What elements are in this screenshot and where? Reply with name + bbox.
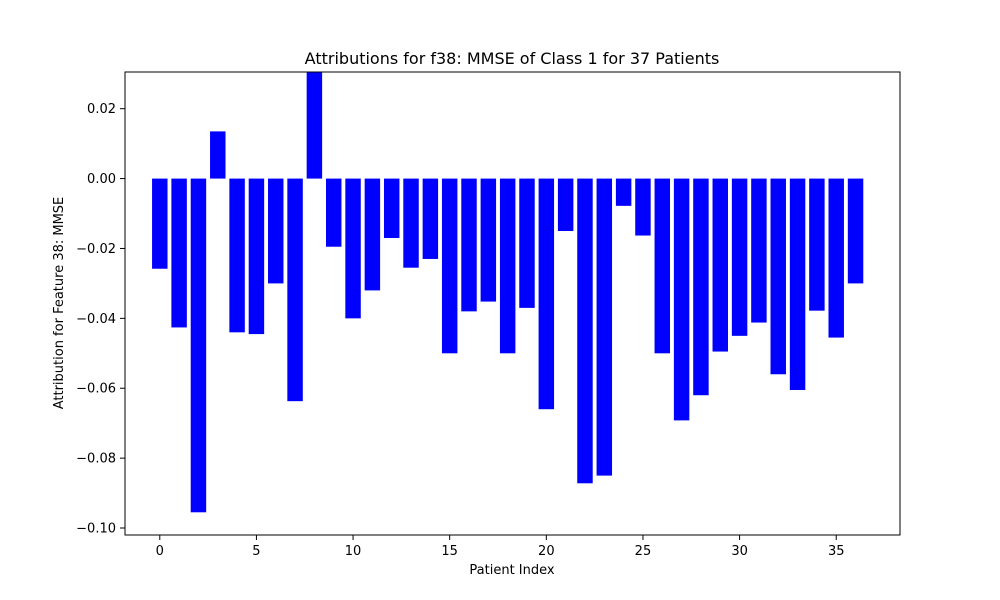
bar-patient-15 bbox=[441, 178, 458, 354]
plot-frame bbox=[124, 71, 901, 536]
bar-patient-17 bbox=[480, 178, 497, 302]
bar-patient-8 bbox=[306, 72, 323, 179]
bar-patient-12 bbox=[383, 178, 400, 238]
bar-patient-4 bbox=[229, 178, 245, 333]
y-tick-label: −0.10 bbox=[76, 522, 116, 537]
y-axis-ticks: −0.10 −0.08 −0.06 −0.04 −0.02 0.00 0.02 bbox=[76, 102, 125, 537]
x-tick-label: 20 bbox=[538, 544, 555, 559]
bar-patient-32 bbox=[770, 178, 786, 375]
bar-patient-16 bbox=[461, 178, 477, 312]
x-tick-label: 15 bbox=[441, 544, 458, 559]
bar-patient-13 bbox=[403, 178, 419, 268]
y-tick-label: −0.08 bbox=[76, 452, 116, 467]
bar-patient-28 bbox=[693, 178, 709, 396]
bar-patient-21 bbox=[557, 178, 574, 231]
bar-patient-11 bbox=[364, 178, 381, 291]
x-tick-label: 5 bbox=[252, 544, 260, 559]
bar-patient-1 bbox=[171, 178, 187, 328]
chart-title: Attributions for f38: MMSE of Class 1 fo… bbox=[305, 49, 720, 68]
y-tick-label: −0.04 bbox=[76, 312, 116, 327]
bar-patient-33 bbox=[789, 178, 806, 390]
bar-patient-19 bbox=[519, 178, 535, 308]
bar-patient-23 bbox=[596, 178, 613, 476]
y-tick-label: 0.00 bbox=[87, 172, 116, 187]
bar-patient-14 bbox=[422, 178, 439, 259]
bar-patient-30 bbox=[731, 178, 748, 336]
bar-patient-25 bbox=[635, 178, 651, 236]
bar-patient-3 bbox=[210, 131, 226, 179]
bar-patient-2 bbox=[190, 178, 207, 513]
bar-patient-31 bbox=[751, 178, 767, 323]
y-tick-label: −0.06 bbox=[76, 382, 116, 397]
x-tick-label: 10 bbox=[345, 544, 362, 559]
bar-patient-0 bbox=[152, 178, 168, 269]
x-tick-label: 35 bbox=[828, 544, 845, 559]
bar-patient-35 bbox=[828, 178, 844, 338]
bar-patient-7 bbox=[287, 178, 303, 402]
bar-patient-18 bbox=[499, 178, 516, 354]
bar-patient-10 bbox=[345, 178, 361, 319]
x-tick-label: 30 bbox=[731, 544, 748, 559]
bar-patient-24 bbox=[615, 178, 632, 206]
bar-patient-20 bbox=[538, 178, 555, 410]
x-axis-label: Patient Index bbox=[469, 563, 554, 578]
bar-patient-36 bbox=[847, 178, 864, 284]
bar-patient-34 bbox=[809, 178, 825, 311]
x-tick-label: 25 bbox=[635, 544, 652, 559]
x-axis-ticks: 0 5 10 15 20 25 30 35 bbox=[156, 535, 845, 559]
y-tick-label: 0.02 bbox=[87, 102, 116, 117]
bars-group bbox=[152, 72, 864, 513]
bar-patient-6 bbox=[268, 178, 284, 284]
bar-patient-9 bbox=[326, 178, 342, 247]
bar-patient-29 bbox=[712, 178, 728, 352]
x-tick-label: 0 bbox=[156, 544, 164, 559]
bar-patient-26 bbox=[654, 178, 671, 354]
bar-patient-27 bbox=[673, 178, 690, 421]
y-tick-label: −0.02 bbox=[76, 242, 116, 257]
bar-patient-5 bbox=[248, 178, 265, 335]
bar-patient-22 bbox=[577, 178, 593, 484]
y-axis-label: Attribution for Feature 38: MMSE bbox=[52, 197, 67, 410]
